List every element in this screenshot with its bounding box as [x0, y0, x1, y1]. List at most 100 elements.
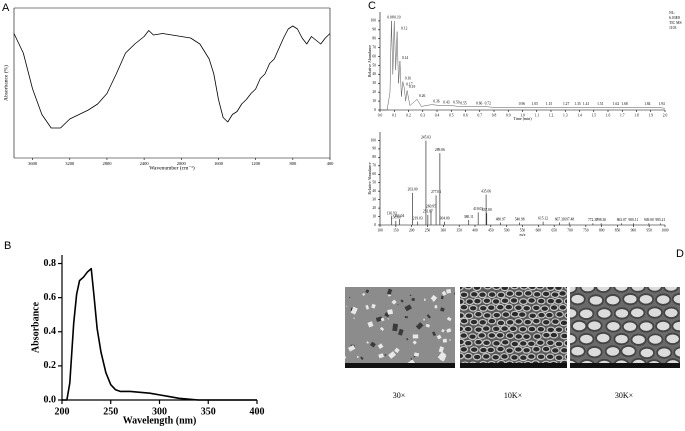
- cell: [469, 346, 479, 354]
- cell: [460, 298, 465, 306]
- cell: [482, 339, 491, 347]
- flake: [388, 351, 397, 359]
- flake: [360, 356, 364, 360]
- flake: [449, 339, 451, 341]
- x-tick-label: 3200: [65, 161, 75, 166]
- flake: [365, 289, 370, 294]
- value-label: 667.31: [555, 217, 565, 221]
- x-tick-label: 600: [536, 228, 542, 232]
- cell: [613, 287, 630, 293]
- cell: [508, 325, 518, 333]
- cell: [541, 318, 551, 326]
- flake: [398, 328, 404, 336]
- cell: [464, 287, 473, 290]
- cell: [522, 346, 532, 354]
- x-tick-label: 1.6: [606, 113, 611, 117]
- flake: [386, 288, 393, 295]
- sem-images: [345, 287, 680, 383]
- x-tick-label: 2800: [102, 161, 112, 166]
- y-tick-label: 70: [372, 164, 376, 168]
- value-label: 304.00: [440, 216, 450, 220]
- y-tick-label: 0.6: [44, 292, 57, 303]
- cell: [637, 293, 655, 306]
- x-tick-label: 1.0: [520, 113, 525, 117]
- flake: [423, 318, 425, 321]
- value-label: 380.11: [464, 215, 474, 219]
- y-axis-label: Absorbance (%): [2, 65, 9, 101]
- flake: [366, 341, 369, 344]
- x-tick-label: 850: [615, 228, 621, 232]
- cell: [496, 319, 506, 327]
- cell: [586, 319, 603, 332]
- cell: [553, 373, 567, 383]
- cell: [621, 320, 639, 333]
- cell: [460, 352, 465, 360]
- cell: [620, 344, 637, 358]
- cell: [465, 298, 475, 306]
- cell: [657, 372, 671, 382]
- cell: [495, 303, 505, 311]
- cell: [468, 333, 477, 341]
- cell: [492, 339, 501, 347]
- cell: [558, 290, 567, 297]
- cell: [491, 353, 501, 361]
- value-label: 251.07: [423, 210, 433, 214]
- value-label: 540.98: [515, 217, 525, 221]
- cell: [500, 297, 510, 305]
- value-label: 798.30: [596, 218, 606, 222]
- cell: [527, 297, 536, 304]
- value-label: 260.95: [426, 205, 436, 209]
- cell: [460, 312, 465, 319]
- peak-label: 1.84: [644, 102, 650, 106]
- flake: [392, 323, 398, 332]
- info-bar: [345, 363, 455, 368]
- flake: [412, 334, 419, 339]
- cell: [529, 369, 537, 375]
- cell: [496, 345, 505, 353]
- cell: [491, 298, 501, 305]
- x-tick-label: 200: [55, 406, 70, 417]
- flake: [438, 346, 445, 353]
- value-label: 615.12: [538, 216, 548, 220]
- flake: [347, 344, 356, 352]
- x-tick-label: 450: [488, 228, 494, 232]
- cell: [501, 311, 511, 318]
- cell: [570, 293, 586, 306]
- cell: [492, 367, 498, 368]
- cell: [656, 346, 673, 359]
- flake: [413, 352, 420, 357]
- cell: [570, 287, 578, 295]
- cell: [570, 345, 586, 358]
- cell: [638, 346, 655, 360]
- cell: [531, 304, 541, 312]
- flake: [411, 297, 415, 302]
- x-tick-label: 0.6: [463, 113, 468, 117]
- value-label: 161.04: [394, 214, 404, 218]
- y-tick-label: 60: [372, 54, 376, 58]
- flake: [397, 304, 399, 306]
- cell: [481, 353, 491, 360]
- value-label: 410.03: [473, 207, 483, 211]
- flake: [410, 357, 413, 361]
- x-tick-label: 350: [201, 406, 216, 417]
- peak-label: 1.05: [532, 102, 538, 106]
- cell: [457, 369, 465, 375]
- x-tick-label: 150: [393, 228, 399, 232]
- flake: [357, 355, 359, 358]
- cell: [605, 320, 622, 333]
- cell: [564, 353, 567, 360]
- x-tick-label: 100: [377, 228, 383, 232]
- y-tick-label: 100: [371, 19, 377, 23]
- cell: [542, 331, 551, 339]
- cell: [505, 318, 515, 326]
- x-tick-label: 0.2: [406, 113, 411, 117]
- flake: [371, 303, 376, 309]
- cell: [486, 304, 496, 312]
- cell: [671, 320, 680, 333]
- cell: [469, 318, 479, 326]
- cell: [646, 306, 663, 319]
- x-tick-label: 700: [567, 228, 573, 232]
- cell: [510, 366, 518, 368]
- cell: [472, 353, 482, 361]
